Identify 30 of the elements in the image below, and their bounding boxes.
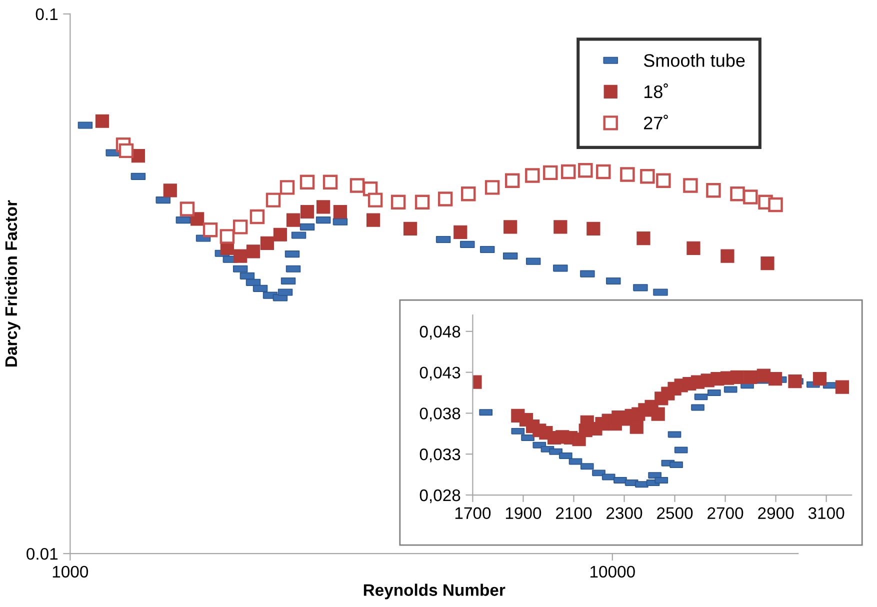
legend-label: Smooth tube	[644, 54, 745, 67]
y-axis-title: Darcy Friction Factor	[4, 200, 20, 366]
x-tick-label: 3100	[808, 507, 844, 520]
point	[812, 372, 827, 386]
y-tick-label: 0,043	[420, 366, 460, 380]
legend-label: 18˚	[644, 83, 668, 98]
y-tick-label: 0,028	[420, 489, 460, 504]
x-tick-label: 10000	[590, 566, 635, 578]
x-tick-label: 1700	[455, 507, 491, 520]
legend-label: 27˚	[644, 114, 668, 130]
point	[744, 370, 758, 384]
x-tick-label: 2500	[657, 507, 693, 520]
point	[630, 420, 644, 434]
y-tick-label: 0.1	[36, 8, 58, 20]
x-tick-label: 2100	[556, 507, 592, 520]
y-tick-label: 0.01	[26, 548, 58, 560]
point	[835, 380, 850, 394]
point	[788, 374, 802, 388]
x-axis-title: Reynolds Number	[364, 584, 506, 600]
y-tick-label: 0,033	[420, 448, 460, 462]
x-tick-label: 1000	[52, 566, 88, 578]
x-tick-label: 2700	[708, 507, 744, 520]
x-tick-label: 2300	[606, 507, 642, 520]
y-tick-label: 0,038	[420, 408, 460, 422]
y-tick-label: 0,048	[420, 326, 460, 340]
point	[730, 370, 744, 384]
x-tick-label: 2900	[758, 507, 794, 520]
x-tick-label: 1900	[506, 507, 542, 520]
point	[651, 407, 665, 421]
point	[768, 372, 782, 386]
